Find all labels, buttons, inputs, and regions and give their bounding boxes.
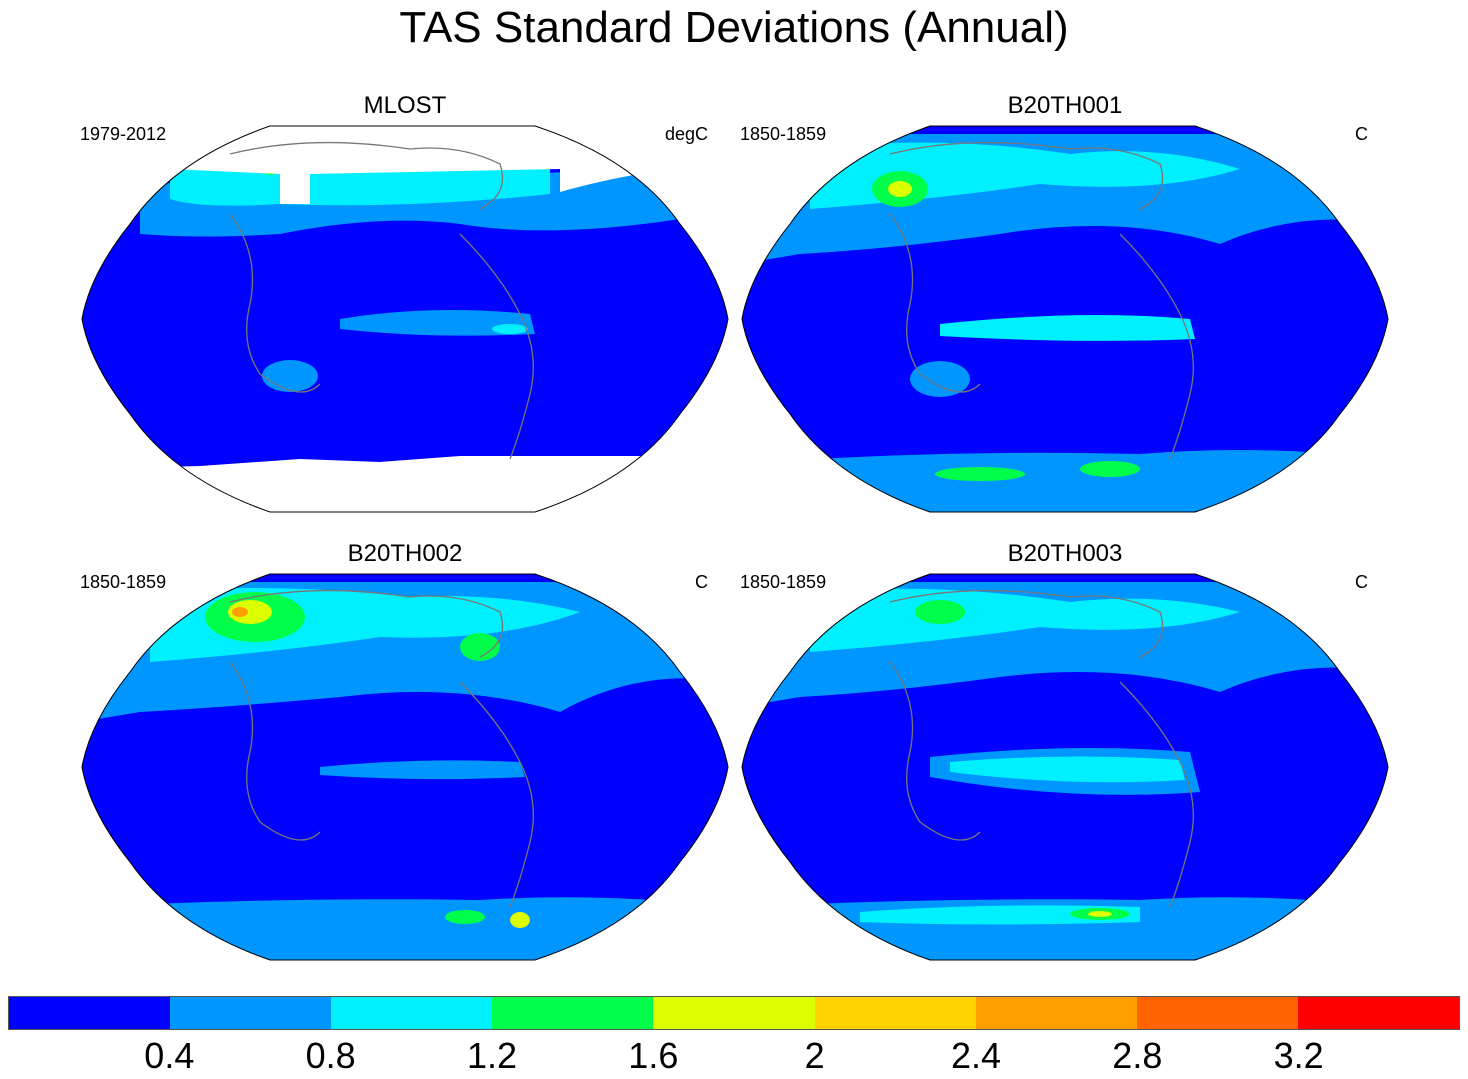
world-map-b20th001 <box>741 125 1389 513</box>
southern-ice-band <box>860 905 1140 925</box>
southern-ocean-band <box>742 450 1388 512</box>
enso-tongue <box>950 756 1185 783</box>
southern-hotspot-b <box>510 912 530 928</box>
colorbar-tick-label: 1.6 <box>628 1035 679 1076</box>
coastlines <box>229 141 534 460</box>
panel-title: B20TH002 <box>347 540 463 567</box>
panel-period: 1850-1859 <box>80 572 167 592</box>
southern-hotspot-b <box>1088 911 1112 917</box>
panel-units: C <box>695 572 708 592</box>
coastlines <box>229 589 534 908</box>
enso-core <box>492 324 528 334</box>
world-map-b20th002 <box>81 573 729 961</box>
colorbar-segment <box>492 997 654 1029</box>
panel-units: degC <box>664 124 708 144</box>
enso-tongue <box>340 310 535 336</box>
figure-title: TAS Standard Deviations (Annual) <box>399 3 1069 52</box>
southern-ocean-band <box>82 897 728 960</box>
north-america-hotspot <box>460 633 500 661</box>
colorbar-tick-label: 2.4 <box>950 1035 1002 1076</box>
arctic-band <box>810 588 1240 652</box>
panel-period: 1979-2012 <box>80 124 167 144</box>
south-mask <box>82 456 728 512</box>
colorbar-tick-label: 0.4 <box>144 1035 195 1076</box>
colorbar-tick-label: 2 <box>804 1035 825 1076</box>
world-map-b20th003 <box>741 573 1389 961</box>
colorbar-tick-label: 0.8 <box>305 1035 356 1076</box>
southern-hotspot-a <box>935 467 1025 481</box>
enso-tongue <box>320 760 525 780</box>
panel-period: 1850-1859 <box>740 124 827 144</box>
siberia-peak <box>888 181 912 197</box>
panel-title: B20TH001 <box>1007 92 1123 119</box>
colorbar-segment <box>331 997 493 1029</box>
map-panel-b20th003: B20TH003 1850-1859 C <box>740 540 1390 990</box>
southern-hotspot-a <box>445 910 485 924</box>
australia-region <box>910 361 970 397</box>
coastlines <box>889 589 1194 908</box>
siberia-max <box>232 607 248 617</box>
enso-tongue <box>940 315 1195 341</box>
australia-region <box>262 360 318 392</box>
colorbar-tick-label: 3.2 <box>1273 1035 1324 1076</box>
map-panel-mlost: MLOST 1979-2012 degC <box>80 92 730 542</box>
colorbar-tick-label: 2.8 <box>1112 1035 1163 1076</box>
colorbar-segment <box>653 997 815 1029</box>
panel-title: B20TH003 <box>1007 540 1123 567</box>
panel-title: MLOST <box>363 92 447 119</box>
panel-period: 1850-1859 <box>740 572 827 592</box>
colorbar-segment <box>170 997 332 1029</box>
southern-hotspot-b <box>1080 461 1140 477</box>
colorbar-segment <box>1297 997 1459 1029</box>
map-border <box>741 125 1389 513</box>
coastlines <box>889 141 1194 460</box>
map-border <box>741 573 1389 961</box>
panel-units: C <box>1355 124 1368 144</box>
map-border <box>81 125 729 513</box>
siberia-peak <box>228 600 272 624</box>
colorbar-segment <box>975 997 1137 1029</box>
colorbar-segment <box>814 997 976 1029</box>
world-map-mlost <box>81 125 729 513</box>
colorbar <box>8 996 1460 1030</box>
map-panel-b20th002: B20TH002 1850-1859 C <box>80 540 730 990</box>
siberia-hotspot <box>915 600 965 624</box>
map-border <box>81 573 729 961</box>
colorbar-segment <box>9 997 171 1029</box>
map-panel-b20th001: B20TH001 1850-1859 C <box>740 92 1390 542</box>
panel-units: C <box>1355 572 1368 592</box>
colorbar-tick-label: 1.2 <box>466 1035 518 1076</box>
colorbar-segment <box>1136 997 1298 1029</box>
